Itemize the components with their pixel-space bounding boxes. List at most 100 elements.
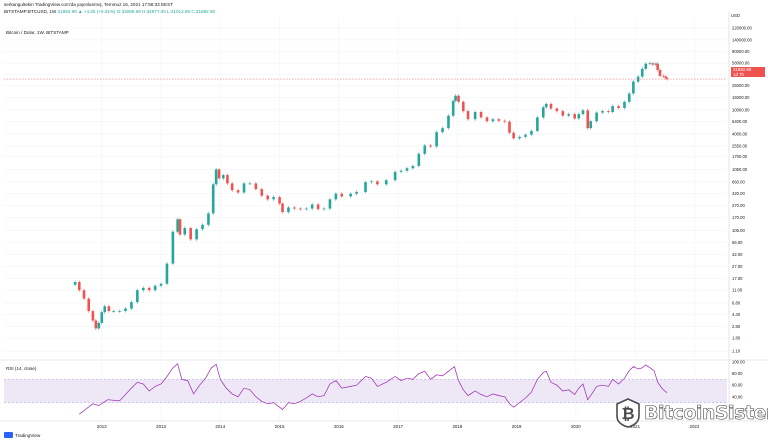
time-tick-label: 2022 (690, 424, 700, 429)
candle-body (435, 132, 438, 147)
candle-body (112, 311, 115, 312)
tradingview-logo-icon (4, 432, 13, 438)
svg-text:₿: ₿ (621, 404, 634, 423)
price-axis-ticks: USD220000.00140000.0090000.0058000.00380… (731, 13, 752, 354)
candle-body (411, 165, 415, 169)
price-tick-label: 58000.00 (732, 61, 750, 66)
rsi-band (4, 379, 727, 403)
candle-body (77, 281, 81, 291)
candle-body (473, 111, 477, 120)
candle-body (589, 121, 592, 129)
candle-body (304, 208, 308, 210)
candle-body (524, 134, 527, 137)
candle-body (555, 108, 559, 112)
bitcoin-badge-icon: ₿ (616, 398, 640, 428)
candle-body (586, 110, 590, 129)
price-tick-label: 66.00 (732, 240, 743, 245)
candle-body (485, 117, 489, 122)
last-price-tag: 31892.90 1d 7h (731, 67, 765, 77)
candle-body (399, 170, 403, 172)
price-tick-label: 4.40 (732, 312, 741, 317)
candle-body (147, 287, 151, 291)
price-tick-label: 17.00 (732, 276, 743, 281)
candle-body (299, 208, 302, 210)
candle-body (617, 106, 620, 108)
candle-body (530, 130, 533, 135)
rsi-line (79, 363, 668, 415)
price-tick-label: 42.00 (732, 252, 743, 257)
rsi-band-fill (4, 379, 727, 403)
candle-body (561, 111, 565, 116)
time-tick-label: 2015 (275, 424, 285, 429)
symbol-label: BITSTAMP:BTCUSD, 1W (4, 9, 57, 14)
tradingview-logo: TradingView (4, 432, 40, 438)
watermark: ₿ BitcoinSistemi (615, 398, 768, 428)
candle-body (211, 184, 215, 214)
candle-body (217, 169, 221, 179)
candle-body (141, 287, 145, 291)
watermark-text: BitcoinSistemi (644, 402, 768, 425)
panel-separators (0, 12, 768, 422)
ohlc-values: 31892.90 ▲ +4.25 (+0.01%) O:33086.68 H:3… (57, 9, 216, 14)
candle-body (248, 183, 252, 185)
candle-body (441, 128, 444, 133)
candle-body (541, 107, 545, 118)
candle-body (567, 114, 571, 116)
publisher-line: serkangultekin TradingView.com'da yayınl… (4, 2, 173, 7)
candle-body (236, 190, 240, 193)
candle-body (466, 111, 470, 120)
candle-body (644, 63, 648, 69)
candle-body (544, 103, 548, 108)
candle-body (632, 81, 635, 94)
candle-body (376, 181, 379, 185)
candle-body (221, 175, 225, 179)
candle-body (654, 63, 658, 65)
candle-body (287, 207, 290, 213)
candle-body (165, 263, 169, 284)
candle-body (316, 204, 320, 210)
price-tick-label: 1.80 (732, 336, 741, 341)
candle-body (461, 101, 465, 112)
candle-body (491, 119, 495, 122)
candle-body (595, 112, 598, 122)
time-tick-label: 2019 (512, 424, 522, 429)
rsi-tick-label: 100.00 (732, 360, 745, 365)
candle-body (479, 111, 483, 118)
price-tick-label: 11.00 (732, 288, 743, 293)
candle-body (497, 119, 501, 121)
candle-body (242, 183, 246, 193)
candle-body (423, 145, 427, 154)
candle-body (577, 114, 581, 119)
price-tick-label: 27.00 (732, 264, 743, 269)
candle-body (417, 153, 421, 166)
candle-body (573, 114, 576, 119)
time-tick-label: 2017 (393, 424, 403, 429)
candle-body (518, 136, 521, 139)
candle-body (454, 95, 457, 101)
candle-body (272, 197, 275, 200)
candle-body (226, 175, 229, 184)
candle-body (393, 171, 397, 181)
candle-body (124, 308, 127, 312)
rsi-pane-title: RSI (14, close) (6, 366, 37, 371)
candle-body (384, 180, 388, 185)
time-tick-label: 2014 (215, 424, 225, 429)
price-tick-label: 2550.00 (732, 143, 748, 148)
candle-body (364, 182, 367, 192)
candle-body (195, 229, 198, 240)
candle-body (601, 111, 604, 113)
candle-body (656, 63, 659, 70)
candle-body (581, 110, 585, 115)
candle-body (607, 111, 610, 112)
candle-body (87, 298, 91, 312)
candle-body (658, 69, 662, 76)
candle-body (340, 193, 344, 197)
candle-body (254, 183, 258, 190)
candle-body (293, 207, 296, 209)
candle-body (611, 106, 614, 112)
candle-body (503, 120, 507, 122)
price-tick-label: 10000.00 (732, 107, 750, 112)
candle-body (153, 285, 157, 291)
